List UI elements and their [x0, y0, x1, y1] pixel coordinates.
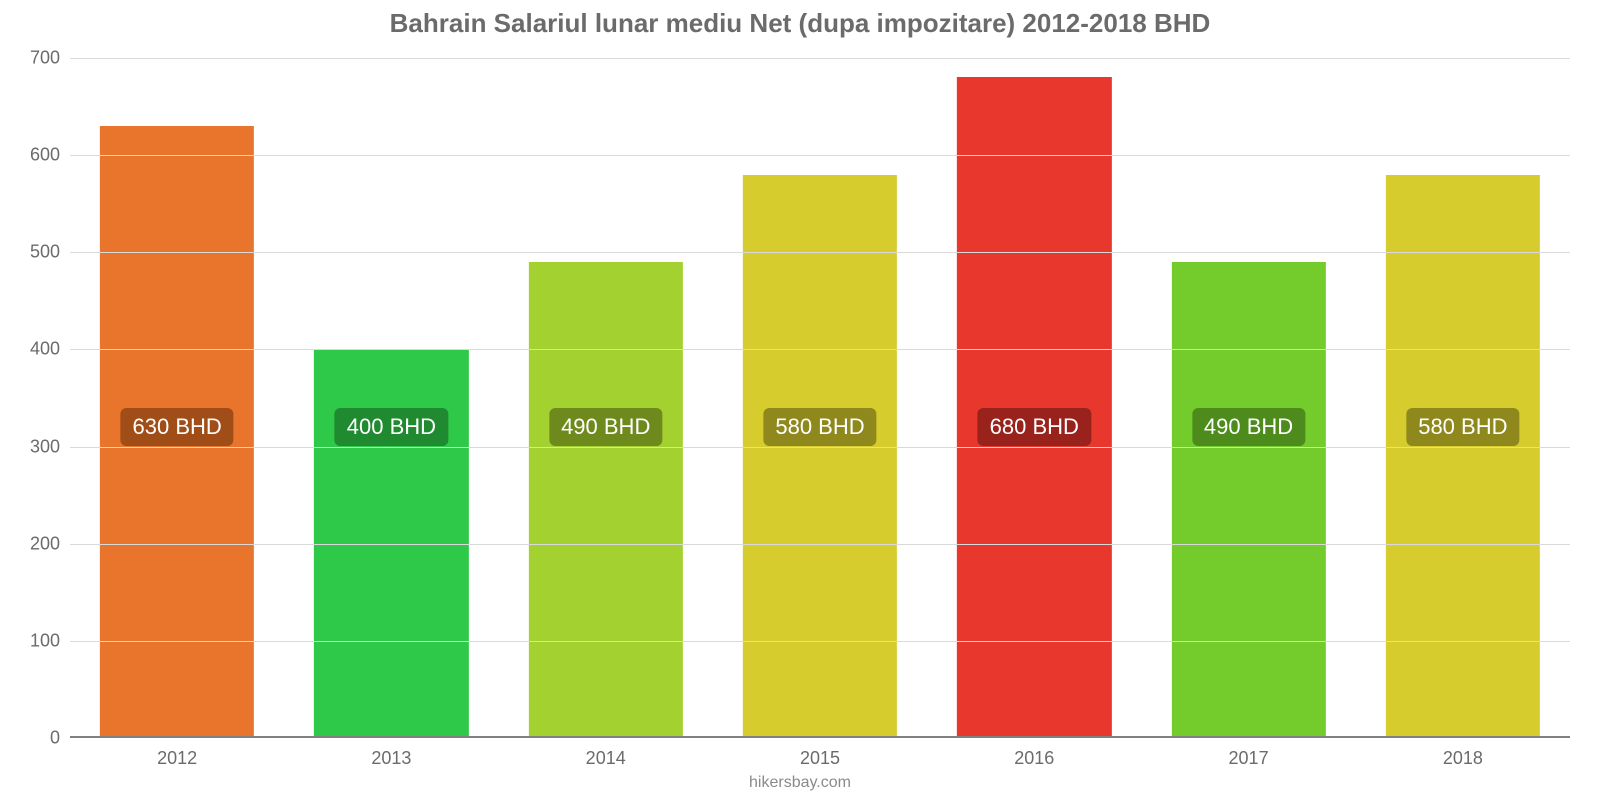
- bars-container: 630 BHD 400 BHD 490 BHD 580 BHD 680 BHD 490 B…: [70, 58, 1570, 738]
- x-tick-label: 2018: [1443, 738, 1483, 769]
- bar-value-badge: 490 BHD: [549, 408, 662, 446]
- bar: [1386, 175, 1540, 738]
- gridline: [70, 58, 1570, 59]
- plot-area: 630 BHD 400 BHD 490 BHD 580 BHD 680 BHD 490 B…: [70, 58, 1570, 738]
- bar-slot: 400 BHD: [284, 58, 498, 738]
- x-tick-label: 2014: [586, 738, 626, 769]
- y-tick-label: 0: [50, 728, 70, 749]
- bar-slot: 680 BHD: [927, 58, 1141, 738]
- gridline: [70, 349, 1570, 350]
- bar: [743, 175, 897, 738]
- bar-value-badge: 490 BHD: [1192, 408, 1305, 446]
- gridline: [70, 155, 1570, 156]
- gridline: [70, 544, 1570, 545]
- y-tick-label: 600: [30, 145, 70, 166]
- bar-slot: 490 BHD: [499, 58, 713, 738]
- bar: [529, 262, 683, 738]
- y-tick-label: 100: [30, 630, 70, 651]
- y-tick-label: 500: [30, 242, 70, 263]
- bar-value-badge: 580 BHD: [1406, 408, 1519, 446]
- gridline: [70, 641, 1570, 642]
- x-tick-label: 2012: [157, 738, 197, 769]
- x-tick-label: 2016: [1014, 738, 1054, 769]
- bar-value-badge: 580 BHD: [763, 408, 876, 446]
- bar-slot: 630 BHD: [70, 58, 284, 738]
- y-tick-label: 400: [30, 339, 70, 360]
- bar-value-badge: 400 BHD: [335, 408, 448, 446]
- bar-slot: 580 BHD: [713, 58, 927, 738]
- y-tick-label: 200: [30, 533, 70, 554]
- bar-slot: 490 BHD: [1141, 58, 1355, 738]
- source-label: hikersbay.com: [0, 774, 1600, 792]
- bar-value-badge: 680 BHD: [978, 408, 1091, 446]
- x-tick-label: 2017: [1229, 738, 1269, 769]
- bar: [1171, 262, 1325, 738]
- bar-value-badge: 630 BHD: [121, 408, 234, 446]
- chart-title: Bahrain Salariul lunar mediu Net (dupa i…: [0, 8, 1600, 39]
- salary-bar-chart: Bahrain Salariul lunar mediu Net (dupa i…: [0, 0, 1600, 800]
- x-tick-label: 2015: [800, 738, 840, 769]
- gridline: [70, 252, 1570, 253]
- y-tick-label: 300: [30, 436, 70, 457]
- y-tick-label: 700: [30, 48, 70, 69]
- gridline: [70, 447, 1570, 448]
- bar-slot: 580 BHD: [1356, 58, 1570, 738]
- x-tick-label: 2013: [371, 738, 411, 769]
